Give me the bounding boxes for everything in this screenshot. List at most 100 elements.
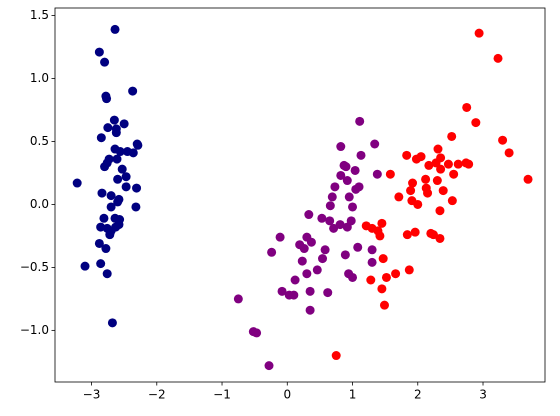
point — [306, 237, 316, 247]
point — [416, 152, 426, 162]
point — [377, 284, 387, 294]
point — [336, 170, 346, 180]
point — [325, 216, 335, 226]
point — [106, 202, 116, 212]
point — [101, 244, 111, 254]
point — [325, 201, 335, 211]
y-tick-label: −0.5 — [20, 260, 49, 274]
point — [421, 174, 431, 184]
point — [117, 164, 127, 174]
point — [372, 169, 382, 179]
plot-frame — [54, 7, 546, 383]
point — [112, 154, 122, 164]
point — [367, 245, 377, 255]
point — [341, 162, 351, 172]
point — [379, 300, 389, 310]
point — [128, 148, 138, 158]
x-tick-label: 1 — [349, 388, 357, 402]
point — [302, 269, 312, 279]
y-tick-label: −1.0 — [20, 323, 49, 337]
x-tick-label: −1 — [213, 388, 231, 402]
point — [100, 57, 110, 67]
point — [252, 328, 262, 338]
point — [305, 305, 315, 315]
point — [299, 244, 309, 254]
point — [498, 135, 508, 145]
point — [447, 131, 457, 141]
point — [367, 257, 377, 267]
point — [394, 192, 404, 202]
point — [106, 191, 116, 201]
point — [72, 178, 82, 188]
x-tick-label: 3 — [479, 388, 487, 402]
point — [471, 118, 481, 128]
point — [404, 265, 414, 275]
point — [289, 290, 299, 300]
point — [323, 288, 333, 298]
point — [391, 269, 401, 279]
y-tick-label: 1.0 — [30, 71, 49, 85]
point — [385, 169, 395, 179]
point — [330, 182, 340, 192]
point — [348, 202, 358, 212]
point — [121, 172, 131, 182]
point — [354, 182, 364, 192]
point — [464, 159, 474, 169]
point — [350, 165, 360, 175]
point — [99, 213, 109, 223]
point — [102, 94, 112, 104]
x-tick-label: 0 — [283, 388, 291, 402]
point — [107, 318, 117, 328]
x-tick-label: 2 — [414, 388, 422, 402]
point — [344, 192, 354, 202]
point — [423, 188, 433, 198]
point — [348, 272, 358, 282]
point — [128, 86, 138, 96]
point — [377, 218, 387, 228]
point — [474, 28, 484, 38]
point — [504, 148, 514, 158]
point — [335, 220, 345, 230]
point — [297, 256, 307, 266]
point — [113, 197, 123, 207]
point — [428, 230, 438, 240]
point — [432, 176, 442, 186]
point — [105, 230, 115, 240]
point — [133, 140, 143, 150]
point — [438, 186, 448, 196]
point — [402, 150, 412, 160]
point — [320, 245, 330, 255]
point — [102, 158, 112, 168]
x-tick-label: −3 — [83, 388, 101, 402]
point — [381, 272, 391, 282]
point — [331, 351, 341, 361]
point — [327, 192, 337, 202]
point — [433, 144, 443, 154]
point — [447, 196, 457, 206]
point — [115, 147, 125, 157]
y-tick-label: 0.5 — [30, 134, 49, 148]
point — [443, 159, 453, 169]
point — [523, 174, 533, 184]
point — [312, 265, 322, 275]
point — [96, 259, 106, 269]
point — [340, 250, 350, 260]
point — [277, 286, 287, 296]
point — [97, 188, 107, 198]
point — [342, 176, 352, 186]
point — [449, 169, 459, 179]
point — [453, 159, 463, 169]
point — [356, 150, 366, 160]
point — [353, 242, 363, 252]
point — [435, 233, 445, 243]
point — [111, 222, 121, 232]
point — [406, 186, 416, 196]
point — [435, 206, 445, 216]
point — [402, 230, 412, 240]
point — [113, 174, 123, 184]
point — [318, 254, 328, 264]
y-tick-label: 1.5 — [30, 8, 49, 22]
point — [111, 124, 121, 134]
point — [375, 231, 385, 241]
point — [408, 178, 418, 188]
